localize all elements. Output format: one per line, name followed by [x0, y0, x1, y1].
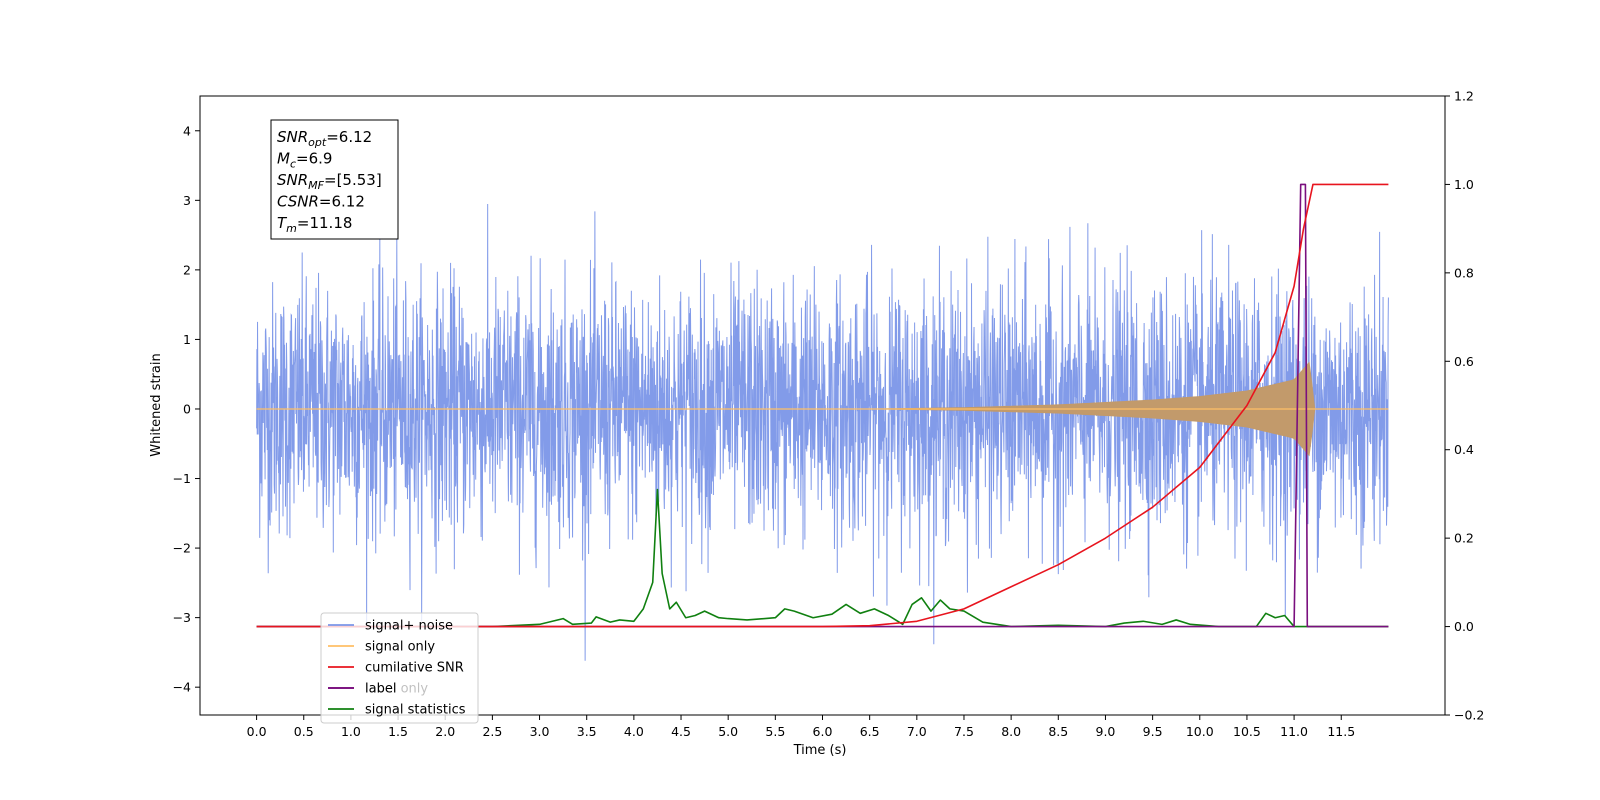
info-line-value: =11.18 — [297, 214, 353, 232]
x-tick-label: 8.5 — [1048, 724, 1068, 739]
y-tick-label: −4 — [173, 680, 191, 695]
legend-entry: signal statistics — [328, 703, 466, 718]
series-label-line — [256, 183, 1389, 628]
legend-entry: signal only — [328, 640, 435, 655]
info-line-subscript: opt — [308, 136, 327, 149]
x-tick-label: 8.0 — [1001, 724, 1021, 739]
x-tick-label: 6.0 — [813, 724, 833, 739]
y-right-tick-label: −0.2 — [1454, 708, 1484, 723]
info-line-subscript: c — [290, 158, 296, 171]
info-line: SNRopt=6.12 — [277, 128, 372, 149]
x-tick-label: 3.5 — [577, 724, 597, 739]
legend-label: signal only — [365, 640, 435, 655]
info-line: CSNR=6.12 — [277, 193, 365, 211]
legend-label: label — [365, 682, 396, 697]
y-tick-label: 4 — [183, 123, 191, 138]
info-line: Tm=11.18 — [277, 214, 352, 235]
x-tick-label: 1.0 — [341, 724, 361, 739]
y-tick-label: −2 — [173, 541, 191, 556]
series-signal-statistics-line — [256, 488, 1389, 628]
x-tick-label: 0.5 — [294, 724, 314, 739]
x-tick-label: 5.5 — [765, 724, 785, 739]
x-tick-label: 4.0 — [624, 724, 644, 739]
legend-label: label only — [365, 682, 428, 697]
info-box-frame — [270, 119, 399, 240]
x-tick-label: 10.5 — [1233, 724, 1261, 739]
series-cumulative-snr-line — [256, 183, 1389, 628]
info-line-symbol: SNR — [277, 128, 308, 146]
x-tick-label: 5.0 — [718, 724, 738, 739]
x-tick-label: 4.5 — [671, 724, 691, 739]
x-tick-label: 7.5 — [954, 724, 974, 739]
x-tick-label: 0.0 — [247, 724, 267, 739]
y-right-tick-label: 0.6 — [1454, 354, 1474, 369]
info-line: Mc=6.9 — [277, 150, 332, 171]
info-line-symbol: CSNR — [277, 193, 319, 211]
x-tick-label: 2.5 — [482, 724, 502, 739]
y-tick-label: −3 — [173, 610, 191, 625]
x-tick-label: 10.0 — [1186, 724, 1214, 739]
y-right-tick-label: 1.2 — [1454, 89, 1474, 104]
y-right-tick-label: 0.2 — [1454, 531, 1474, 546]
y-tick-label: 0 — [183, 401, 191, 416]
x-tick-label: 1.5 — [388, 724, 408, 739]
legend-label: cumilative SNR — [365, 661, 464, 676]
series-signal-noise-line — [256, 203, 1389, 661]
legend-entry: label only — [328, 682, 428, 697]
plot-area — [256, 183, 1389, 661]
info-line-symbol: SNR — [277, 171, 308, 189]
x-tick-label: 2.0 — [435, 724, 455, 739]
legend-entry: signal+ noise — [328, 619, 453, 634]
legend-label: signal+ noise — [365, 619, 453, 634]
info-line-value: =6.9 — [296, 150, 332, 168]
x-tick-label: 6.5 — [860, 724, 880, 739]
y-tick-label: 2 — [183, 262, 191, 277]
x-tick-label: 11.5 — [1327, 724, 1355, 739]
x-tick-label: 9.0 — [1096, 724, 1116, 739]
legend-frame — [320, 612, 479, 724]
y-right-tick-label: 1.0 — [1454, 177, 1474, 192]
y-axis-label: Whitened strain — [149, 353, 164, 456]
y-tick-label: 1 — [183, 332, 191, 347]
info-line-value: =6.12 — [326, 128, 372, 146]
x-tick-label: 9.5 — [1143, 724, 1163, 739]
info-line-symbol: M — [277, 150, 290, 168]
y-right-tick-label: 0.0 — [1454, 619, 1474, 634]
x-tick-label: 7.0 — [907, 724, 927, 739]
ticks-layer: 0.0 0.5 1.0 1.5 2.0 2.5 3.0 3.5 4.0 4.5 5.0 5.5 6.0 6… — [173, 89, 1485, 740]
x-axis-label: Time (s) — [793, 743, 847, 758]
y-right-tick-label: 0.4 — [1454, 442, 1474, 457]
info-line-value: =[5.53] — [324, 171, 382, 189]
y-right-tick-label: 0.8 — [1454, 265, 1474, 280]
info-box: SNRopt=6.12Mc=6.9SNRMF=[5.53]CSNR=6.12Tm… — [270, 119, 399, 240]
y-tick-label: 3 — [183, 193, 191, 208]
x-tick-label: 11.0 — [1280, 724, 1308, 739]
x-tick-label: 3.0 — [530, 724, 550, 739]
legend-label: signal statistics — [365, 703, 466, 718]
legend: signal+ noise signal only cumilative SNR la… — [320, 612, 479, 724]
info-line-symbol: T — [277, 214, 288, 232]
legend-entry: cumilative SNR — [328, 661, 464, 676]
info-line: SNRMF=[5.53] — [277, 171, 382, 192]
info-line-subscript: m — [286, 222, 297, 235]
info-line-subscript: MF — [308, 179, 324, 192]
info-line-value: =6.12 — [319, 193, 365, 211]
y-tick-label: −1 — [173, 471, 191, 486]
